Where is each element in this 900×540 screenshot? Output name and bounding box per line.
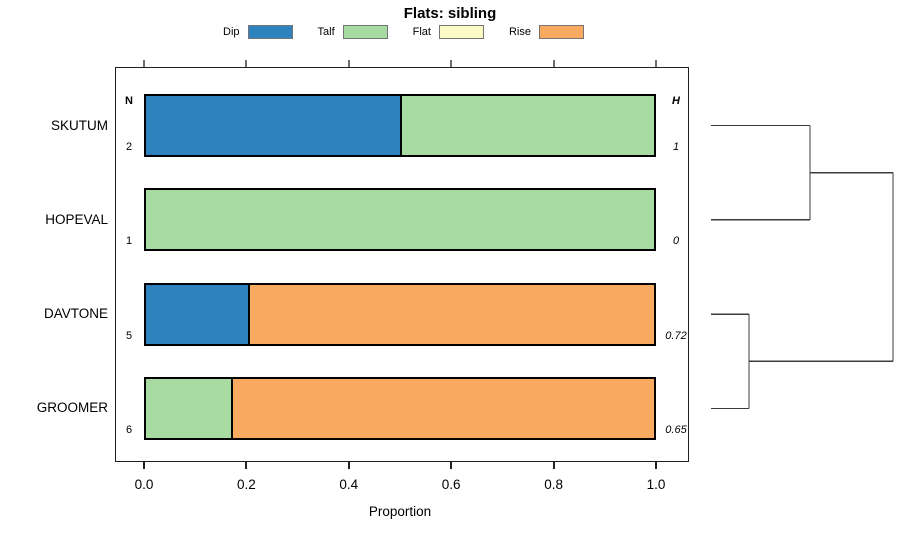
n-value: 5 (125, 329, 133, 342)
x-axis-tick-label: 0.2 (237, 477, 256, 492)
stacked-bar-davtone (144, 282, 656, 346)
legend-label: Dip (223, 26, 240, 38)
x-axis-tick-label: 1.0 (646, 477, 666, 492)
x-axis-tick-top (450, 60, 453, 67)
legend-item-rise: Rise (509, 25, 584, 39)
x-axis-tick (245, 462, 248, 469)
row-label-skutum: SKUTUM (51, 117, 108, 133)
bar-segment-talf (400, 96, 654, 155)
x-axis-title: Proportion (368, 504, 432, 519)
n-value: 2 (125, 141, 133, 153)
x-axis-tick-top (347, 60, 350, 67)
h-value: 0.65 (665, 423, 687, 436)
n-value: 6 (125, 423, 133, 436)
stacked-bar-hopeval (144, 188, 656, 252)
x-axis-tick-label: 0.4 (339, 477, 359, 492)
x-axis-tick-top (245, 60, 248, 67)
row-label-hopeval: HOPEVAL (45, 211, 108, 227)
x-axis-tick-top (143, 60, 145, 67)
x-axis-tick (143, 462, 145, 469)
row-label-davtone: DAVTONE (43, 306, 108, 322)
x-axis-tick-top (552, 60, 555, 67)
legend-swatch-dip (247, 25, 293, 39)
bar-segment-dip (146, 284, 248, 344)
bar-segment-rise (230, 378, 654, 438)
bar-segment-dip (146, 96, 400, 155)
legend-swatch-talf (342, 25, 388, 39)
x-axis-tick-top (655, 60, 657, 67)
legend-item-dip: Dip (223, 25, 293, 39)
legend-label: Talf (317, 26, 335, 38)
x-axis-tick-label: 0.0 (134, 477, 154, 492)
x-axis-tick (347, 462, 350, 469)
legend-swatch-flat (438, 25, 484, 39)
plot-area (115, 67, 689, 462)
stacked-bar-skutum (144, 94, 656, 157)
stacked-bar-groomer (144, 376, 656, 440)
x-axis-tick-label: 0.8 (544, 477, 563, 492)
bar-segment-talf (146, 190, 654, 250)
x-axis-tick-label: 0.6 (441, 477, 461, 492)
h-column-header: H (672, 95, 680, 107)
row-label-groomer: GROOMER (36, 400, 108, 416)
n-column-header: N (125, 95, 133, 107)
n-value: 1 (125, 235, 133, 248)
x-axis-tick (655, 462, 657, 469)
bar-segment-talf (146, 378, 231, 438)
x-axis-tick (552, 462, 555, 469)
h-value: 1 (672, 141, 680, 153)
legend-label: Rise (508, 26, 531, 38)
chart-title: Flats: sibling (403, 5, 497, 22)
legend-item-talf: Talf (318, 25, 388, 39)
legend: Dip Talf Flat Rise (223, 23, 609, 41)
legend-item-flat: Flat (413, 25, 484, 39)
legend-label: Flat (412, 26, 431, 38)
h-value: 0.72 (665, 329, 687, 342)
bar-segment-rise (247, 284, 654, 344)
h-value: 0 (672, 235, 680, 248)
legend-swatch-rise (539, 25, 584, 39)
x-axis-tick (450, 462, 453, 469)
